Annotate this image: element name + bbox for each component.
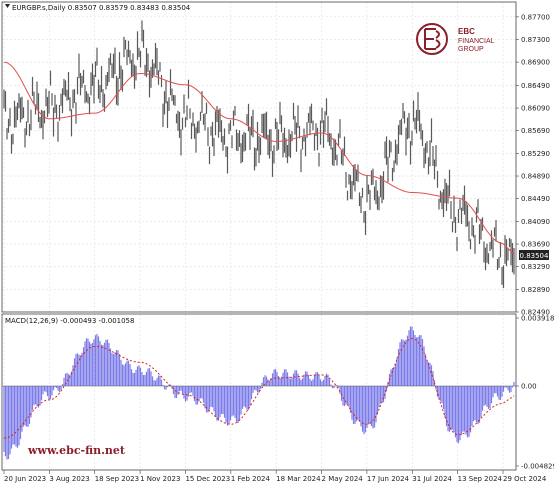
macd-axis: 0.003918 0.00 -0.004829 <box>516 315 554 471</box>
date-tick-label: 2 May 2024 <box>322 475 364 483</box>
website-watermark: www.ebc-fin.net <box>27 444 126 457</box>
macd-tick-label: -0.004829 <box>521 463 554 471</box>
date-tick-label: 17 Jun 2024 <box>367 475 410 483</box>
logo-text-line1: EBC <box>458 27 475 36</box>
logo-text-line3: GROUP <box>458 46 484 53</box>
price-tick-label: 0.82890 <box>521 286 550 294</box>
macd-panel-frame <box>1 313 517 471</box>
macd-panel-header: MACD(12,26,9) -0.000493 -0.001058 <box>5 317 134 325</box>
date-tick-label: 15 Dec 2023 <box>185 475 230 483</box>
price-tick-label: 0.86090 <box>521 105 550 113</box>
date-tick-label: 3 Aug 2023 <box>49 475 89 483</box>
price-tick-label: 0.87700 <box>521 13 550 21</box>
price-tick-label: 0.84890 <box>521 173 550 181</box>
price-tick-label: 0.82490 <box>521 309 550 317</box>
moving-average-line <box>3 61 515 255</box>
price-tick-label: 0.83690 <box>521 241 550 249</box>
price-panel-frame <box>1 1 517 313</box>
price-tick-label: 0.84490 <box>521 195 550 203</box>
logo-text-line2: FINANCIAL <box>458 38 495 45</box>
price-tick-label: 0.85290 <box>521 150 550 158</box>
ebc-logo-icon <box>416 23 448 55</box>
price-tick-label: 0.85690 <box>521 127 550 135</box>
macd-tick-label: 0.003918 <box>521 315 554 323</box>
date-tick-label: 18 Mar 2024 <box>276 475 321 483</box>
date-tick-label: 29 Oct 2024 <box>503 475 547 483</box>
date-tick-label: 13 Sep 2024 <box>458 475 503 483</box>
date-tick-label: 20 Jun 2023 <box>4 475 46 483</box>
price-tick-label: 0.87300 <box>521 36 550 44</box>
date-tick-label: 31 Jul 2024 <box>412 475 452 483</box>
price-series <box>3 20 515 289</box>
price-tick-label: 0.83290 <box>521 263 550 271</box>
price-tick-label: 0.86490 <box>521 82 550 90</box>
price-tick-label: 0.84090 <box>521 218 550 226</box>
date-axis: 20 Jun 2023 3 Aug 2023 18 Sep 2023 1 Nov 20… <box>3 470 547 483</box>
ebc-logo: EBC FINANCIAL GROUP <box>416 23 495 55</box>
price-panel-header: EURGBP.s,Daily 0.83507 0.83579 0.83483 0… <box>12 4 191 12</box>
macd-histogram <box>3 326 515 460</box>
current-price-label: 0.83504 <box>520 252 549 260</box>
date-tick-label: 1 Nov 2023 <box>140 475 180 483</box>
date-tick-label: 18 Sep 2023 <box>95 475 139 483</box>
symbol-dropdown-icon[interactable] <box>5 4 10 8</box>
price-tick-label: 0.86900 <box>521 59 550 67</box>
macd-tick-label: 0.00 <box>521 383 537 391</box>
current-price-tag: 0.83504 <box>519 250 549 260</box>
price-axis: 0.87700 0.87300 0.86900 0.86490 0.86090 0.856… <box>516 13 550 317</box>
date-tick-label: 1 Feb 2024 <box>231 475 271 483</box>
